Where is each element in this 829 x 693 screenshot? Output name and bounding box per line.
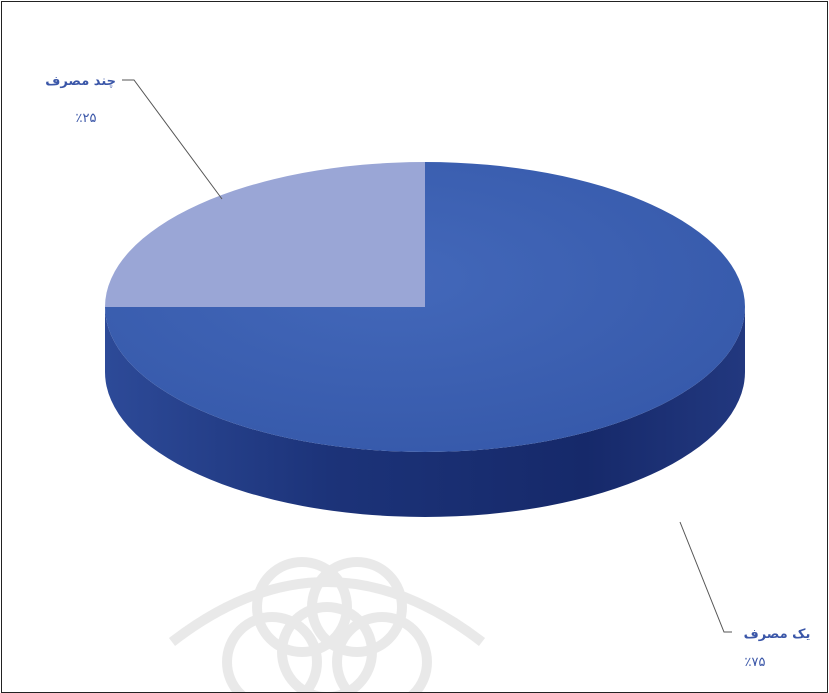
leader-line-single-use — [679, 521, 732, 633]
leader-line-multi-use — [122, 79, 223, 200]
pie-side-wall — [105, 307, 745, 517]
watermark-rosette — [168, 557, 486, 692]
label-multi-use-value: ٪۲۵ — [76, 111, 97, 126]
label-single-use: یک مصرف — [744, 627, 811, 642]
label-single-use-value: ٪۷۵ — [745, 655, 766, 670]
slice-multi-use — [105, 162, 425, 307]
label-multi-use: چند مصرف — [45, 74, 116, 89]
